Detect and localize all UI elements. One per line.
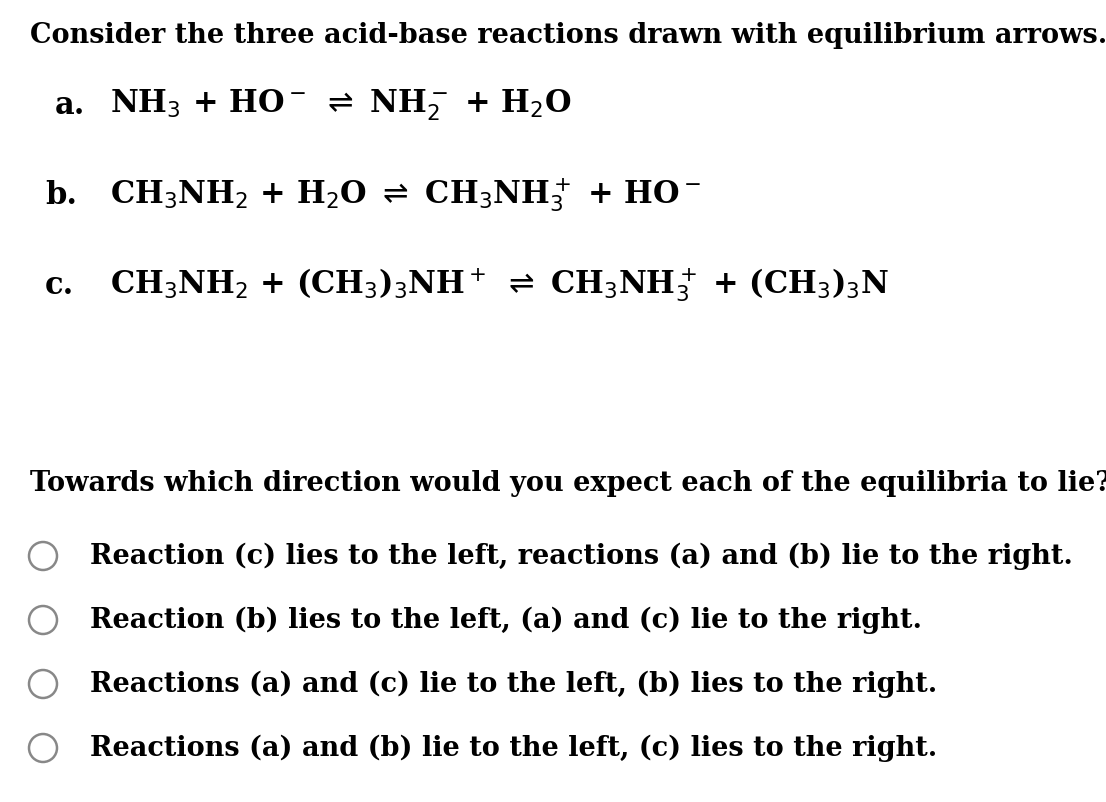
- Text: b.: b.: [45, 180, 77, 210]
- Text: Reaction (b) lies to the left, (a) and (c) lie to the right.: Reaction (b) lies to the left, (a) and (…: [90, 606, 922, 634]
- Text: NH$_3$ + HO$^-$ $\rightleftharpoons$ NH$_2^-$ + H$_2$O: NH$_3$ + HO$^-$ $\rightleftharpoons$ NH$…: [109, 87, 572, 123]
- Text: a.: a.: [55, 90, 85, 120]
- Text: Reaction (c) lies to the left, reactions (a) and (b) lie to the right.: Reaction (c) lies to the left, reactions…: [90, 542, 1073, 569]
- Text: Reactions (a) and (b) lie to the left, (c) lies to the right.: Reactions (a) and (b) lie to the left, (…: [90, 735, 937, 762]
- Text: Towards which direction would you expect each of the equilibria to lie?: Towards which direction would you expect…: [30, 470, 1106, 497]
- Text: CH$_3$NH$_2$ + (CH$_3$)$_3$NH$^+$ $\rightleftharpoons$ CH$_3$NH$_3^+$ + (CH$_3$): CH$_3$NH$_2$ + (CH$_3$)$_3$NH$^+$ $\righ…: [109, 266, 889, 304]
- Text: Reactions (a) and (c) lie to the left, (b) lies to the right.: Reactions (a) and (c) lie to the left, (…: [90, 670, 937, 698]
- Text: CH$_3$NH$_2$ + H$_2$O $\rightleftharpoons$ CH$_3$NH$_3^+$ + HO$^-$: CH$_3$NH$_2$ + H$_2$O $\rightleftharpoon…: [109, 176, 701, 214]
- Text: Consider the three acid-base reactions drawn with equilibrium arrows.: Consider the three acid-base reactions d…: [30, 22, 1106, 49]
- Text: c.: c.: [45, 269, 74, 301]
